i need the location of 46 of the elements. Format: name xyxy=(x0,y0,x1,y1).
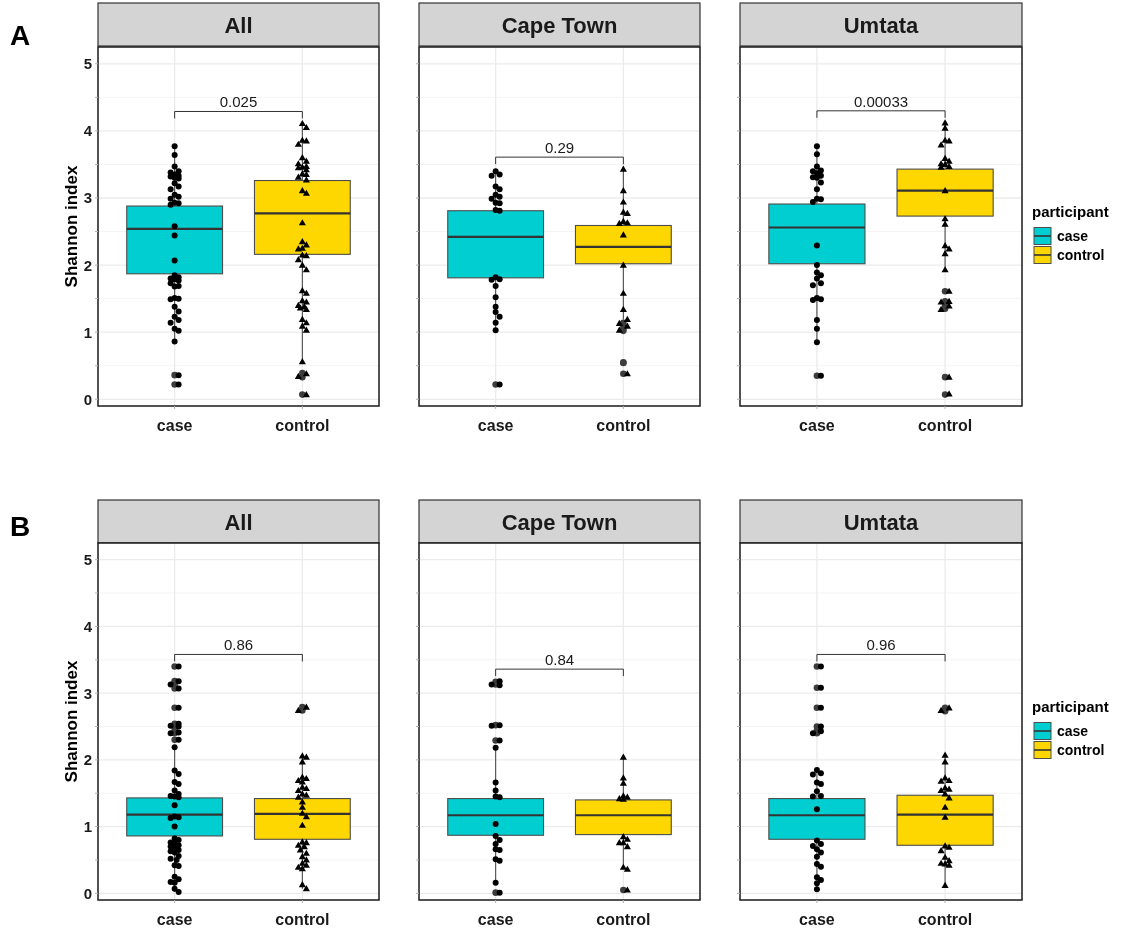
x-tick-label: case xyxy=(477,911,514,928)
annotation: 0.86 xyxy=(223,636,254,654)
y-axis-title: Shannon index xyxy=(62,165,81,288)
y-tick-label: 3 xyxy=(83,684,92,702)
y-tick-label: 4 xyxy=(83,122,93,140)
y-tick-label: 1 xyxy=(83,323,92,341)
x-tick-label: case xyxy=(799,417,835,434)
x-tick-label: control xyxy=(596,911,651,928)
y-axis-title: Shannon index xyxy=(62,660,81,783)
legend-label: control xyxy=(1057,247,1105,263)
annotation: 0.025 xyxy=(219,93,258,111)
y-tick-label: 5 xyxy=(83,55,92,73)
chart-title: Umtata xyxy=(843,12,920,38)
x-tick-label: case xyxy=(156,417,193,434)
y-tick-label: 0 xyxy=(83,390,92,408)
legend-title: participant xyxy=(1032,697,1109,715)
x-tick-label: control xyxy=(917,417,973,434)
y-tick-label: 4 xyxy=(83,617,93,635)
y-tick-label: 2 xyxy=(83,751,92,769)
y-tick-label: 5 xyxy=(83,551,92,569)
y-tick-label: 1 xyxy=(83,818,92,836)
x-tick-label: control xyxy=(275,911,330,928)
x-tick-label: control xyxy=(275,417,330,434)
chart-title: All xyxy=(224,509,253,535)
y-tick-label: 3 xyxy=(83,189,92,207)
x-tick-label: case xyxy=(156,911,193,928)
chart-title: Cape Town xyxy=(501,509,618,535)
y-tick-label: 2 xyxy=(83,256,92,274)
annotation: 0.84 xyxy=(544,651,575,669)
chart-title: Umtata xyxy=(843,509,920,535)
x-tick-label: control xyxy=(917,911,973,928)
x-tick-label: control xyxy=(596,417,651,434)
y-tick-label: 0 xyxy=(83,884,92,902)
legend-label: case xyxy=(1057,228,1089,244)
chart-title: All xyxy=(224,12,253,38)
text: A xyxy=(10,20,31,51)
legend-title: participant xyxy=(1032,202,1109,220)
legend-label: case xyxy=(1057,723,1089,739)
annotation: 0.00033 xyxy=(853,92,909,110)
annotation: 0.29 xyxy=(544,139,575,157)
annotation: 0.96 xyxy=(866,636,896,654)
chart-title: Cape Town xyxy=(501,12,618,38)
legend-label: control xyxy=(1057,742,1105,758)
text: B xyxy=(10,511,31,542)
x-tick-label: case xyxy=(477,417,514,434)
x-tick-label: case xyxy=(799,911,835,928)
